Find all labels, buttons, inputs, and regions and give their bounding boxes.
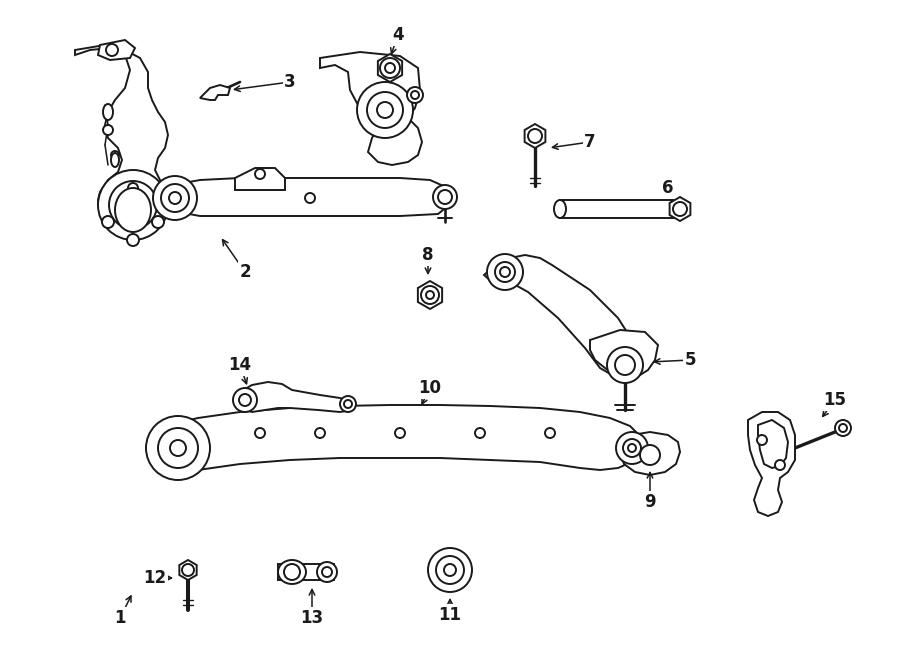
Circle shape [444,564,456,576]
Circle shape [161,184,189,212]
Circle shape [102,216,114,228]
Polygon shape [670,197,690,221]
Circle shape [407,87,423,103]
Text: 1: 1 [114,609,126,627]
Circle shape [322,567,332,577]
Text: 14: 14 [229,356,252,374]
Ellipse shape [103,104,113,120]
Text: 5: 5 [684,351,696,369]
Circle shape [233,388,257,412]
Circle shape [545,428,555,438]
Polygon shape [748,412,795,516]
Circle shape [385,63,395,73]
Polygon shape [525,124,545,148]
Circle shape [109,181,157,229]
Circle shape [340,396,356,412]
Ellipse shape [115,188,151,232]
Circle shape [103,125,113,135]
Circle shape [111,151,119,159]
Polygon shape [758,420,788,468]
Polygon shape [234,382,352,412]
Circle shape [284,564,300,580]
Text: 10: 10 [418,379,442,397]
Circle shape [623,439,641,457]
Circle shape [421,286,439,304]
Circle shape [428,548,472,592]
Circle shape [616,432,648,464]
Text: 2: 2 [239,263,251,281]
Circle shape [436,556,464,584]
Polygon shape [179,560,197,580]
Polygon shape [200,85,230,100]
Polygon shape [378,54,402,82]
Circle shape [495,262,515,282]
Circle shape [487,254,523,290]
Circle shape [628,444,636,452]
Circle shape [357,82,413,138]
Circle shape [640,445,660,465]
Circle shape [317,562,337,582]
Circle shape [775,460,785,470]
Circle shape [433,185,457,209]
Text: 9: 9 [644,493,656,511]
Ellipse shape [278,560,306,584]
Polygon shape [590,330,658,378]
Circle shape [615,355,635,375]
Text: 3: 3 [284,73,296,91]
Circle shape [153,176,197,220]
Text: 13: 13 [301,609,324,627]
Ellipse shape [554,200,566,218]
Circle shape [158,428,198,468]
Polygon shape [278,564,334,580]
Circle shape [438,190,452,204]
Text: 12: 12 [143,569,166,587]
Circle shape [305,193,315,203]
Circle shape [500,267,510,277]
Text: 6: 6 [662,179,674,197]
Polygon shape [620,432,680,475]
Polygon shape [235,168,285,190]
Polygon shape [160,405,642,478]
Circle shape [835,420,851,436]
Circle shape [344,400,352,408]
Polygon shape [98,40,135,60]
Circle shape [170,440,186,456]
Circle shape [475,428,485,438]
Ellipse shape [111,153,119,167]
Circle shape [182,564,194,576]
Text: 8: 8 [422,246,434,264]
Circle shape [426,291,434,299]
Circle shape [152,216,164,228]
Polygon shape [75,45,175,222]
Polygon shape [484,255,635,375]
Circle shape [128,183,138,193]
Text: 11: 11 [438,606,462,624]
Polygon shape [164,178,452,216]
Circle shape [255,169,265,179]
Circle shape [377,102,393,118]
Circle shape [839,424,847,432]
Polygon shape [556,200,682,218]
Polygon shape [320,52,422,165]
Circle shape [607,347,643,383]
Polygon shape [418,281,442,309]
Text: 15: 15 [824,391,847,409]
Circle shape [528,129,542,143]
Circle shape [367,92,403,128]
Circle shape [146,416,210,480]
Circle shape [127,234,139,246]
Circle shape [757,435,767,445]
Circle shape [315,428,325,438]
Circle shape [255,428,265,438]
Circle shape [395,428,405,438]
Circle shape [411,91,419,99]
Circle shape [169,192,181,204]
Circle shape [380,58,400,78]
Text: 7: 7 [584,133,596,151]
Text: 4: 4 [392,26,404,44]
Circle shape [106,44,118,56]
Circle shape [673,202,687,216]
Circle shape [239,394,251,406]
Circle shape [98,170,168,240]
